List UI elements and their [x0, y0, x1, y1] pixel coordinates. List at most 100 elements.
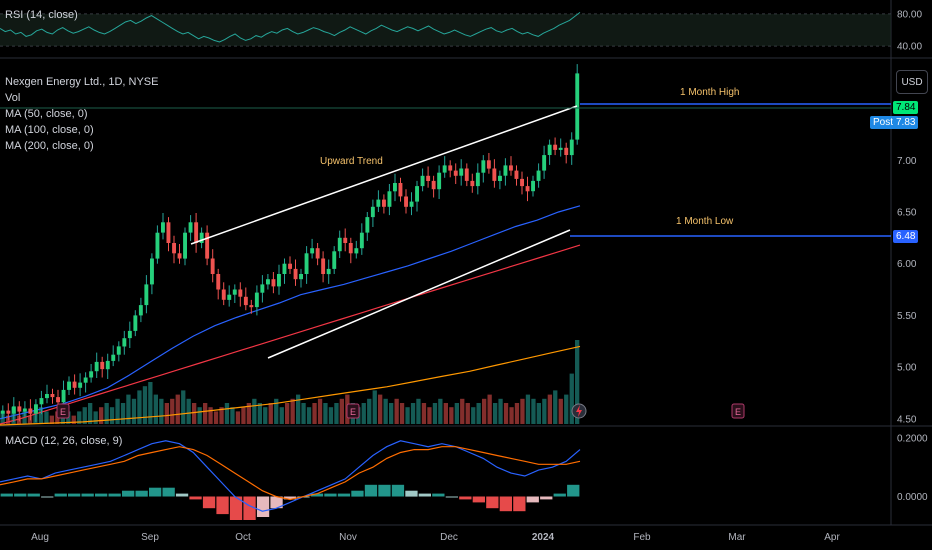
candle-body — [437, 172, 442, 190]
volume-bar — [405, 407, 410, 424]
candle-body — [569, 139, 574, 156]
candle-body — [17, 406, 22, 412]
candle-body — [398, 183, 403, 197]
candle-body — [39, 398, 44, 405]
macd-histogram-bar — [337, 493, 351, 497]
volume-bar — [290, 398, 295, 424]
volume-label[interactable]: Vol — [5, 92, 21, 104]
volume-bar — [547, 394, 552, 424]
candle-body — [332, 251, 337, 269]
volume-bar — [285, 403, 290, 424]
earnings-marker-box — [731, 403, 745, 419]
price-tick-label: 6.50 — [897, 208, 917, 219]
macd-line — [0, 440, 581, 512]
earnings-marker-box — [346, 403, 360, 419]
macd-histogram-bar — [418, 493, 431, 497]
candle-body — [453, 170, 458, 176]
candle-body — [89, 371, 94, 378]
candle-body — [321, 258, 326, 274]
ma200-label[interactable]: MA (200, close, 0) — [5, 140, 94, 152]
volume-bar — [306, 407, 312, 424]
macd-histogram-bar — [391, 484, 405, 497]
time-scale[interactable]: Aug Sep Oct Nov Dec 2024 Feb Mar Apr — [31, 532, 840, 543]
time-axis-label: Oct — [235, 532, 251, 543]
month-low-annotation[interactable]: 1 Month Low — [676, 216, 734, 227]
candle-body — [216, 274, 221, 290]
lightning-icon[interactable] — [571, 403, 587, 419]
macd-histogram-bar — [243, 496, 256, 520]
price-tick-label: 4.50 — [897, 414, 917, 425]
earnings-marker[interactable]: E — [56, 403, 70, 419]
candle-body — [111, 354, 116, 361]
rsi-tick-label: 80.00 — [897, 10, 922, 21]
macd-histogram-bar — [513, 496, 526, 512]
symbol-title[interactable]: Nexgen Energy Ltd., 1D, NYSE — [5, 76, 159, 88]
macd-histogram-bar — [378, 484, 391, 497]
macd-histogram-bar — [499, 496, 512, 512]
macd-histogram-bar — [567, 484, 580, 497]
candle-body — [420, 175, 425, 187]
macd-histogram-bar — [149, 487, 162, 497]
macd-tick-label: 0.2000 — [897, 433, 928, 444]
volume-bar — [334, 403, 339, 424]
month-high-annotation[interactable]: 1 Month High — [680, 87, 740, 98]
volume-bar — [120, 403, 126, 424]
macd-histogram-bar — [405, 490, 418, 497]
volume-bar — [263, 407, 268, 424]
volume-bar — [192, 403, 197, 424]
ma50-line — [0, 205, 581, 420]
rsi-tick-label: 40.00 — [897, 42, 922, 53]
volume-bar — [432, 403, 438, 424]
ma50-label[interactable]: MA (50, close, 0) — [5, 108, 88, 120]
candle-body — [558, 147, 563, 150]
ma100-label[interactable]: MA (100, close, 0) — [5, 124, 94, 136]
candle-body — [315, 248, 320, 259]
currency-button[interactable]: USD — [896, 70, 928, 94]
candle-body — [183, 232, 187, 259]
volume-bar — [77, 411, 82, 424]
upward-trend-annotation[interactable]: Upward Trend — [320, 156, 383, 167]
macd-label[interactable]: MACD (12, 26, close, 9) — [5, 435, 123, 447]
volume-bar — [257, 403, 262, 424]
earnings-marker[interactable]: E — [346, 403, 360, 419]
candle-body — [481, 160, 486, 173]
macd-histogram-bar — [553, 493, 566, 497]
volume-bar — [274, 398, 279, 424]
candle-body — [221, 289, 226, 300]
volume-bar — [230, 407, 235, 424]
candle-body — [464, 168, 469, 181]
candle-body — [249, 305, 254, 308]
candle-body — [78, 382, 83, 388]
volume-bar — [542, 398, 547, 424]
trend-line-upper[interactable] — [190, 105, 578, 245]
candle-body — [243, 296, 248, 306]
macd-histogram-bar — [351, 490, 364, 497]
time-axis-label: Apr — [824, 532, 840, 543]
candle-body — [365, 217, 370, 233]
volume-bar — [525, 394, 531, 424]
volume-bar — [317, 398, 323, 424]
candle-body — [144, 284, 149, 306]
drawings[interactable] — [0, 103, 891, 359]
candle-body — [238, 289, 243, 297]
candle-body — [172, 243, 176, 254]
volume-bar — [104, 403, 109, 424]
candle-body — [299, 274, 303, 280]
time-axis-label: Sep — [141, 532, 159, 543]
post-market-price-tag: 7.83 — [893, 116, 919, 129]
earnings-marker-label: E — [350, 407, 356, 417]
trend-line-lower[interactable] — [267, 229, 571, 359]
ma100-line — [0, 244, 581, 425]
macd-pane[interactable] — [0, 440, 581, 520]
volume-bar — [498, 398, 503, 424]
candle-body — [498, 175, 502, 181]
earnings-marker[interactable]: E — [731, 403, 745, 419]
ma200-line — [0, 345, 581, 426]
candle-body — [166, 222, 171, 243]
earnings-marker-box — [56, 403, 70, 419]
rsi-label[interactable]: RSI (14, close) — [5, 9, 78, 21]
candle-body — [177, 253, 182, 259]
macd-histogram-bar — [189, 496, 202, 500]
rsi-pane[interactable] — [0, 12, 891, 47]
